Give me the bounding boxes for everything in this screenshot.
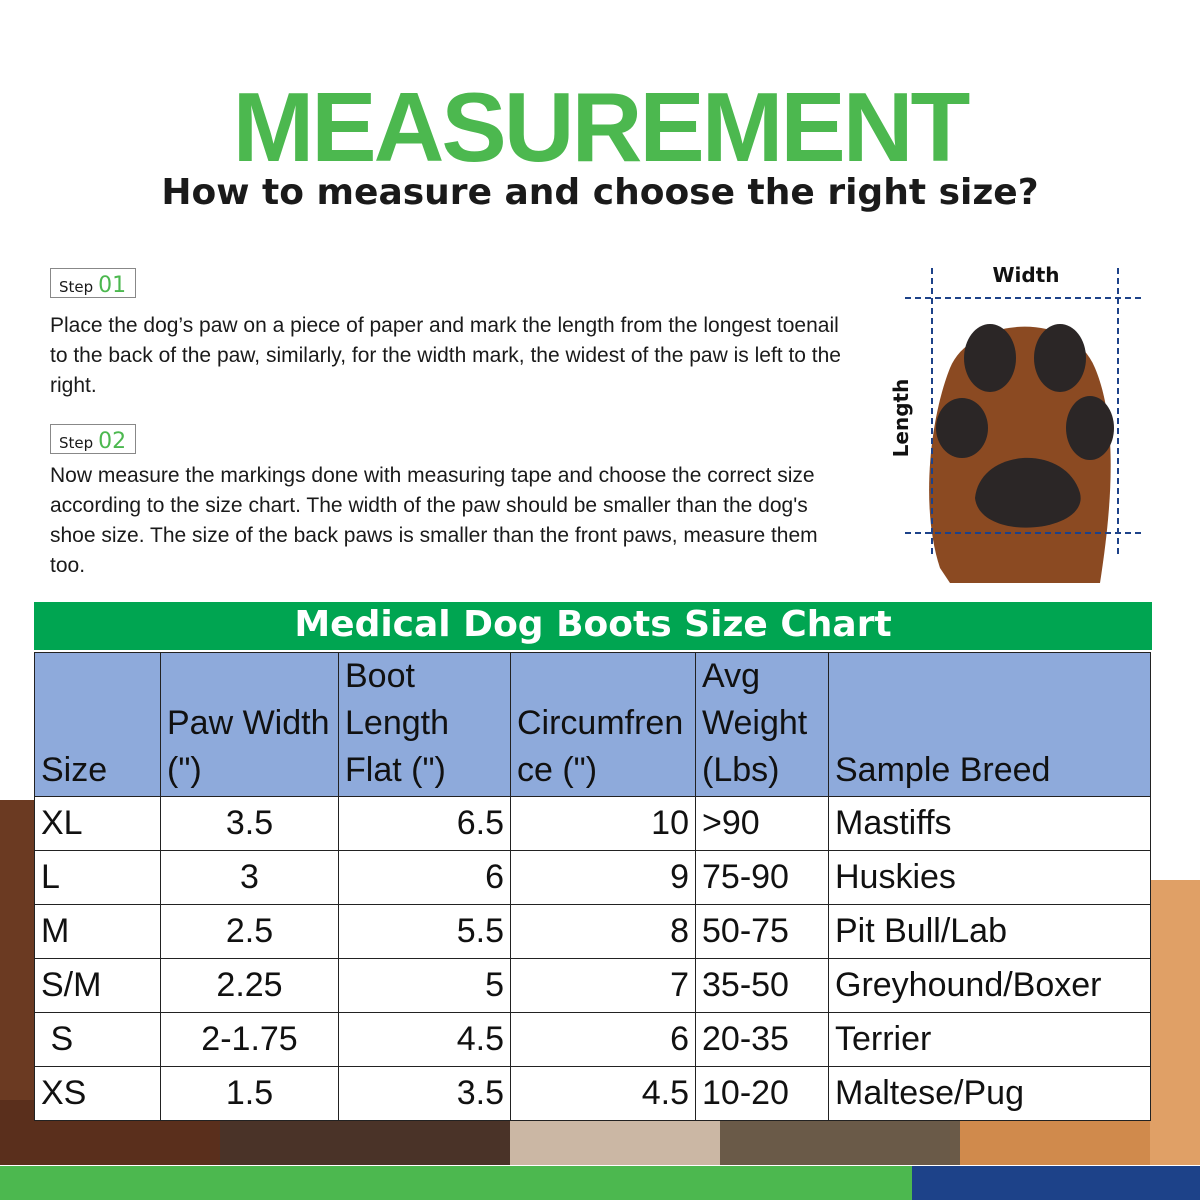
- table-cell: S: [34, 1012, 161, 1067]
- column-header: Circumfrence ("): [510, 652, 696, 797]
- table-cell: 35-50: [695, 958, 829, 1013]
- length-label: Length: [889, 379, 913, 458]
- table-row: L 3 6 9 75-90 Huskies: [34, 850, 1151, 905]
- main-pad-icon: [975, 457, 1081, 528]
- table-cell: 4.5: [510, 1066, 696, 1121]
- table-row: S/M 2.25 5 7 35-50 Greyhound/Boxer: [34, 958, 1151, 1013]
- table-cell: 10: [510, 796, 696, 851]
- table-cell: 2-1.75: [160, 1012, 339, 1067]
- table-row: XS 1.5 3.5 4.5 10-20 Maltese/Pug: [34, 1066, 1151, 1121]
- step-2-text: Now measure the markings done with measu…: [50, 464, 818, 577]
- toe-pad-icon: [1034, 324, 1086, 392]
- table-cell: 75-90: [695, 850, 829, 905]
- table-cell: Greyhound/Boxer: [828, 958, 1151, 1013]
- table-cell: Terrier: [828, 1012, 1151, 1067]
- table-cell: 5: [338, 958, 511, 1013]
- table-cell: 6: [510, 1012, 696, 1067]
- toe-pad-icon: [1066, 396, 1114, 460]
- table-cell: M: [34, 904, 161, 959]
- step-label: Step: [59, 434, 94, 452]
- table-cell: L: [34, 850, 161, 905]
- table-cell: XL: [34, 796, 161, 851]
- table-cell: Mastiffs: [828, 796, 1151, 851]
- table-cell: 7: [510, 958, 696, 1013]
- step-2-badge: Step 02: [50, 424, 136, 454]
- table-cell: 3: [160, 850, 339, 905]
- table-cell: Maltese/Pug: [828, 1066, 1151, 1121]
- table-cell: 9: [510, 850, 696, 905]
- table-cell: Pit Bull/Lab: [828, 904, 1151, 959]
- table-cell: 1.5: [160, 1066, 339, 1121]
- step-number: 02: [98, 429, 127, 454]
- column-header: Paw Width ("): [160, 652, 339, 797]
- table-cell: 10-20: [695, 1066, 829, 1121]
- table-cell: 5.5: [338, 904, 511, 959]
- table-cell: 3.5: [160, 796, 339, 851]
- table-cell: 2.5: [160, 904, 339, 959]
- column-header: Avg Weight (Lbs): [695, 652, 829, 797]
- table-row: S 2-1.75 4.5 6 20-35 Terrier: [34, 1012, 1151, 1067]
- step-label: Step: [59, 278, 94, 296]
- page-title: MEASUREMENT: [232, 72, 971, 182]
- column-header: Size: [34, 652, 161, 797]
- table-row: M 2.5 5.5 8 50-75 Pit Bull/Lab: [34, 904, 1151, 959]
- table-cell: 50-75: [695, 904, 829, 959]
- table-cell: S/M: [34, 958, 161, 1013]
- footer-green-bar: [0, 1166, 912, 1200]
- size-chart-title: Medical Dog Boots Size Chart: [34, 602, 1152, 650]
- table-cell: >90: [695, 796, 829, 851]
- column-header: Sample Breed: [828, 652, 1151, 797]
- table-cell: 2.25: [160, 958, 339, 1013]
- page-subtitle: How to measure and choose the right size…: [161, 172, 1039, 213]
- table-cell: 3.5: [338, 1066, 511, 1121]
- size-chart-table: Size Paw Width (") Boot Length Flat (") …: [34, 652, 1151, 1121]
- table-cell: 6: [338, 850, 511, 905]
- footer-blue-bar: [912, 1166, 1200, 1200]
- toe-pad-icon: [936, 398, 988, 458]
- step-1-text: Place the dog’s paw on a piece of paper …: [50, 314, 841, 397]
- step-1-badge: Step 01: [50, 268, 136, 298]
- table-cell: 6.5: [338, 796, 511, 851]
- toe-pad-icon: [964, 324, 1016, 392]
- table-header-row: Size Paw Width (") Boot Length Flat (") …: [34, 652, 1151, 797]
- table-cell: 8: [510, 904, 696, 959]
- table-row: XL 3.5 6.5 10 >90 Mastiffs: [34, 796, 1151, 851]
- table-cell: 20-35: [695, 1012, 829, 1067]
- table-cell: 4.5: [338, 1012, 511, 1067]
- width-label: Width: [992, 263, 1059, 287]
- table-cell: XS: [34, 1066, 161, 1121]
- paw-measurement-diagram: Width Length: [889, 263, 1145, 583]
- table-cell: Huskies: [828, 850, 1151, 905]
- step-number: 01: [98, 273, 127, 298]
- column-header: Boot Length Flat ("): [338, 652, 511, 797]
